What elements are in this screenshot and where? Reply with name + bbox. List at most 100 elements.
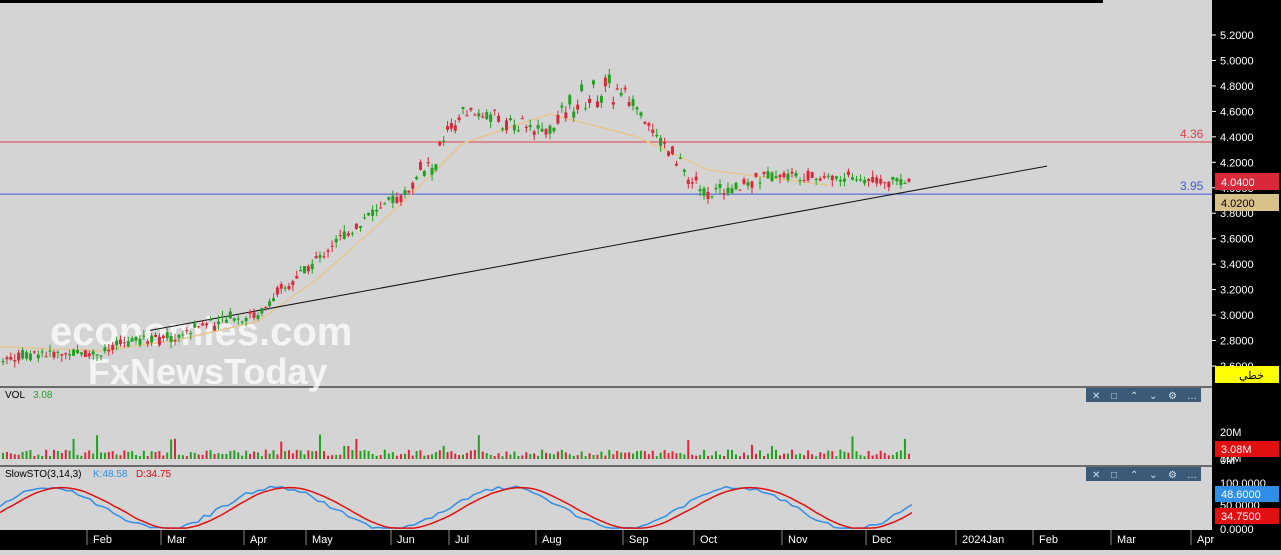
ma-price-label: 4.0200 bbox=[1221, 198, 1255, 210]
stoch-k-label: K:48.58 bbox=[93, 469, 128, 480]
volume-bar bbox=[288, 450, 290, 459]
time-tick-label: Feb bbox=[93, 534, 112, 546]
price-tick-label: 2.8000 bbox=[1220, 336, 1254, 348]
candle-body bbox=[584, 108, 588, 110]
candle-body bbox=[1, 360, 5, 363]
candle-body bbox=[702, 188, 706, 196]
candle-body bbox=[64, 353, 68, 355]
candle-body bbox=[87, 353, 91, 357]
volume-bar bbox=[715, 451, 717, 459]
candle-body bbox=[83, 350, 87, 358]
candle-body bbox=[846, 171, 850, 175]
volume-bar bbox=[592, 455, 595, 459]
volume-bar bbox=[299, 450, 302, 459]
candle-body bbox=[32, 351, 36, 353]
candle-body bbox=[453, 125, 457, 131]
volume-bar bbox=[895, 452, 898, 459]
candle-body bbox=[520, 118, 524, 120]
tool-label-tag[interactable] bbox=[1215, 366, 1279, 383]
candle-body bbox=[863, 180, 867, 184]
close-icon[interactable]: ✕ bbox=[1092, 470, 1100, 481]
volume-bar bbox=[505, 451, 508, 459]
candle-body bbox=[592, 80, 595, 85]
candle-body bbox=[28, 353, 32, 361]
candle-body bbox=[742, 179, 746, 184]
volume-bar bbox=[96, 435, 99, 459]
volume-bar bbox=[639, 450, 642, 459]
candle-body bbox=[710, 196, 714, 198]
move-up-icon[interactable]: ⌃ bbox=[1130, 470, 1138, 481]
candle-body bbox=[639, 112, 643, 116]
volume-bar bbox=[60, 452, 63, 459]
candle-body bbox=[627, 102, 631, 106]
candle-body bbox=[485, 112, 489, 120]
volume-bar bbox=[383, 449, 386, 459]
candle-body bbox=[240, 321, 244, 323]
volume-bar bbox=[379, 454, 382, 459]
volume-bar bbox=[556, 451, 559, 459]
candle-body bbox=[36, 354, 40, 359]
settings-icon[interactable]: ⚙ bbox=[1168, 470, 1177, 481]
volume-bar bbox=[295, 449, 298, 459]
volume-bar bbox=[131, 451, 134, 459]
volume-bar bbox=[560, 449, 563, 459]
top-bar bbox=[0, 0, 1103, 3]
candle-body bbox=[714, 187, 718, 190]
candle-body bbox=[422, 170, 426, 176]
panel-toolbar bbox=[1086, 467, 1201, 481]
volume-bar bbox=[513, 451, 516, 459]
volume-bar bbox=[843, 451, 846, 459]
candle-body bbox=[21, 350, 25, 359]
maximize-icon[interactable]: □ bbox=[1111, 391, 1117, 402]
candle-body bbox=[671, 146, 674, 155]
candle-body bbox=[142, 335, 146, 337]
candle-body bbox=[580, 84, 584, 92]
maximize-icon[interactable]: □ bbox=[1111, 470, 1117, 481]
volume-bar bbox=[883, 453, 886, 459]
tool-label[interactable]: خطي bbox=[1239, 370, 1264, 382]
more-icon[interactable]: … bbox=[1187, 470, 1197, 481]
candle-body bbox=[887, 181, 891, 188]
volume-bar bbox=[319, 434, 321, 459]
move-down-icon[interactable]: ⌄ bbox=[1149, 391, 1157, 402]
time-tick-label: Sep bbox=[629, 534, 649, 546]
volume-bar bbox=[64, 449, 67, 459]
trendline[interactable] bbox=[149, 165, 1048, 331]
volume-bar bbox=[465, 452, 468, 459]
candle-body bbox=[334, 238, 338, 243]
candle-body bbox=[371, 209, 375, 216]
candle-body bbox=[442, 140, 446, 142]
time-tick-label: Nov bbox=[788, 534, 808, 546]
volume-bar bbox=[158, 451, 161, 459]
volume-bar bbox=[339, 454, 342, 459]
stoch-title: SlowSTO(3,14,3) bbox=[5, 469, 82, 480]
volume-bar bbox=[84, 452, 87, 459]
candle-body bbox=[481, 116, 485, 118]
volume-bar bbox=[351, 450, 354, 459]
move-down-icon[interactable]: ⌄ bbox=[1149, 470, 1157, 481]
settings-icon[interactable]: ⚙ bbox=[1168, 391, 1177, 402]
volume-bar bbox=[347, 445, 350, 459]
volume-bar bbox=[307, 450, 310, 459]
candle-body bbox=[415, 177, 419, 180]
horizontal-level-label: 3.95 bbox=[1180, 179, 1204, 193]
volume-bar bbox=[699, 454, 702, 459]
more-icon[interactable]: … bbox=[1187, 391, 1197, 402]
volume-bar bbox=[103, 452, 106, 459]
candle-body bbox=[516, 130, 520, 132]
volume-bar bbox=[5, 452, 8, 459]
volume-bar bbox=[280, 441, 283, 459]
volume-bar bbox=[791, 449, 793, 459]
volume-bar bbox=[671, 451, 674, 459]
candle-body bbox=[611, 102, 615, 105]
volume-bar bbox=[739, 456, 741, 459]
candle-body bbox=[99, 355, 103, 357]
volume-bar bbox=[427, 455, 430, 459]
volume-bar bbox=[181, 455, 184, 459]
candle-body bbox=[782, 172, 786, 178]
candle-body bbox=[576, 104, 580, 110]
move-up-icon[interactable]: ⌃ bbox=[1130, 391, 1138, 402]
close-icon[interactable]: ✕ bbox=[1092, 391, 1100, 402]
